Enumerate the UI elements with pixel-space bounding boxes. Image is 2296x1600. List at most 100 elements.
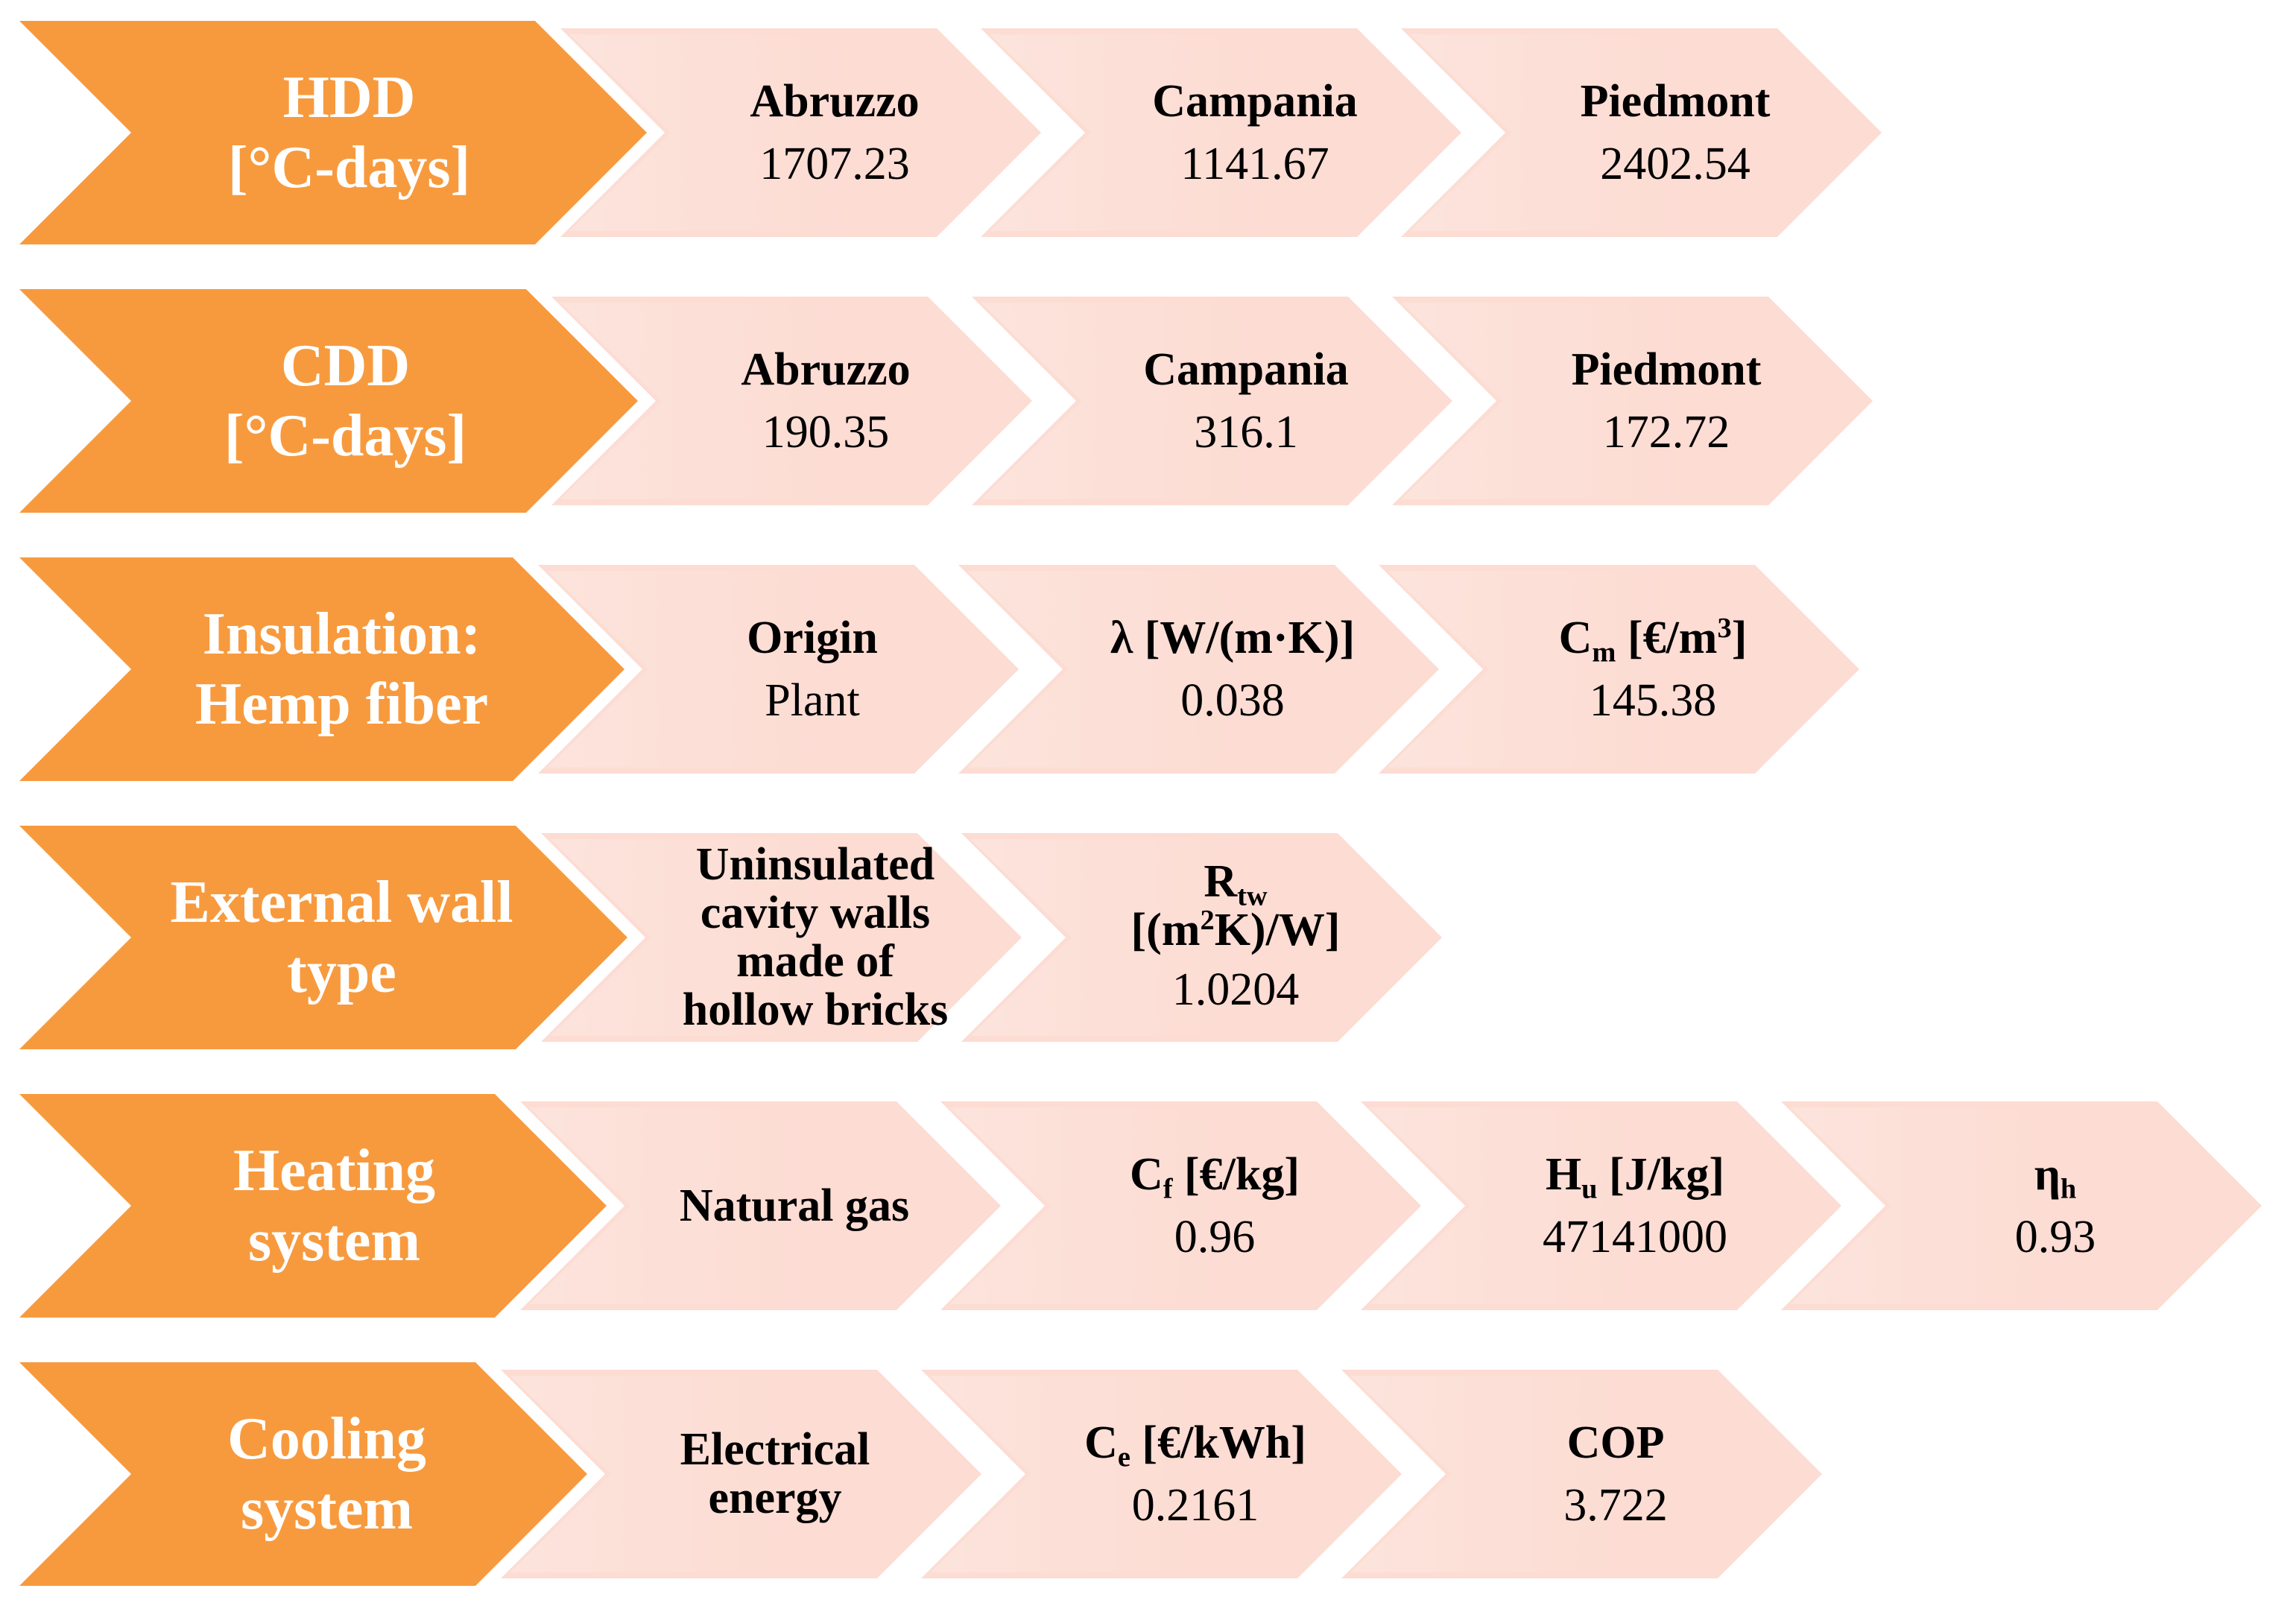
cell-value: 3.722 xyxy=(1563,1480,1668,1531)
main-label: Heating system xyxy=(19,1094,586,1318)
cell-abruzzo: Abruzzo 1707.23 xyxy=(626,28,1013,237)
cell-label: ηh xyxy=(2034,1147,2077,1205)
main-label-line: Cooling xyxy=(227,1405,426,1472)
cell-label: Ce [€/kWh] xyxy=(1084,1415,1306,1473)
main-label-line: system xyxy=(240,1476,414,1542)
cell-value: 145.38 xyxy=(1589,675,1717,726)
cell-label: Abruzzo xyxy=(750,75,920,127)
label-unit-end: ] xyxy=(1731,612,1748,663)
main-label: Insulation: Hemp fiber xyxy=(19,557,601,781)
cell-label: Campania xyxy=(1152,75,1358,127)
label-unit: [€/kg] xyxy=(1172,1148,1300,1200)
cell-value: 1141.67 xyxy=(1180,139,1329,189)
label-subscript: u xyxy=(1581,1173,1598,1205)
cell-value: 0.93 xyxy=(2014,1212,2096,1262)
row-external-wall: External wall type Uninsulated cavity wa… xyxy=(0,826,2296,1049)
row-cooling-system: Cooling system Electrical energy Ce [€/k… xyxy=(0,1362,2296,1586)
cell-label-line: hollow bricks xyxy=(682,984,949,1036)
cell-value: 190.35 xyxy=(762,407,890,458)
cell-campania: Campania 1141.67 xyxy=(1046,28,1434,237)
label-symbol: C xyxy=(1129,1148,1163,1200)
cell-value: 2402.54 xyxy=(1600,139,1751,189)
cell-label-line: made of xyxy=(736,936,894,987)
cell-label: Hu [J/kg] xyxy=(1545,1147,1725,1205)
cell-value: 47141000 xyxy=(1543,1212,1727,1262)
cell-energy-source: Electrical energy xyxy=(566,1370,954,1578)
label-subscript: e xyxy=(1117,1441,1130,1473)
cell-lambda: λ [W/(m·K)] 0.038 xyxy=(1024,565,1411,774)
cell-label-line: Electrical xyxy=(680,1423,870,1475)
cell-fuel: Natural gas xyxy=(586,1101,973,1310)
cell-campania: Campania 316.1 xyxy=(1037,297,1425,505)
main-label-line: CDD xyxy=(280,332,411,399)
cell-label: Campania xyxy=(1143,344,1349,395)
label-superscript: 3 xyxy=(1717,612,1732,644)
cell-heating-efficiency: ηh 0.93 xyxy=(1847,1101,2234,1310)
cell-electricity-cost: Ce [€/kWh] 0.2161 xyxy=(987,1370,1374,1578)
label-subscript: h xyxy=(2060,1173,2077,1205)
main-label-line: [°C-days] xyxy=(224,403,467,469)
cell-label: Piedmont xyxy=(1571,344,1762,395)
cell-piedmont: Piedmont 2402.54 xyxy=(1467,28,1854,237)
main-label-line: system xyxy=(247,1208,421,1274)
cell-piedmont: Piedmont 172.72 xyxy=(1458,297,1845,505)
label-subscript: tw xyxy=(1237,880,1268,912)
cell-label-line: Uninsulated xyxy=(695,838,935,890)
cell-value: 172.72 xyxy=(1602,407,1730,458)
cell-label: λ [W/(m·K)] xyxy=(1110,612,1356,663)
cell-abruzzo: Abruzzo 190.35 xyxy=(617,297,1005,505)
cell-label: Cf [€/kg] xyxy=(1129,1147,1300,1205)
main-label-line: HDD xyxy=(282,64,416,130)
cell-heating-value: Hu [J/kg] 47141000 xyxy=(1426,1101,1814,1310)
main-label: Cooling system xyxy=(19,1362,571,1586)
cell-thermal-resistance: Rtw [(m2K)/W] 1.0204 xyxy=(1027,833,1414,1042)
label-unit: [(m xyxy=(1130,904,1201,955)
cell-label: Natural gas xyxy=(679,1180,910,1231)
main-label-line: type xyxy=(287,940,396,1005)
row-hdd: HDD [°C-days] Abruzzo 1707.23 Campania 1… xyxy=(0,21,2296,244)
main-label-line: External wall xyxy=(170,869,513,935)
cell-origin: Origin Plant xyxy=(604,565,991,774)
main-label-line: Heating xyxy=(233,1137,436,1204)
cell-fuel-cost: Cf [€/kg] 0.96 xyxy=(1006,1101,1394,1310)
cell-label: Piedmont xyxy=(1580,75,1771,127)
cell-value: 0.038 xyxy=(1180,675,1285,726)
row-cdd: CDD [°C-days] Abruzzo 190.35 Campania 31… xyxy=(0,289,2296,513)
label-unit-end: K)/W] xyxy=(1214,904,1341,955)
cell-value: 316.1 xyxy=(1194,407,1298,458)
cell-label: Origin xyxy=(747,612,878,663)
label-symbol: H xyxy=(1545,1148,1582,1200)
row-insulation: Insulation: Hemp fiber Origin Plant λ [W… xyxy=(0,557,2296,781)
cell-value: 1707.23 xyxy=(759,139,910,189)
label-symbol: R xyxy=(1204,856,1238,907)
row-heating-system: Heating system Natural gas Cf [€/kg] 0.9… xyxy=(0,1094,2296,1318)
label-unit: [J/kg] xyxy=(1597,1148,1725,1200)
cell-cost-material: Cm [€/m3] 145.38 xyxy=(1444,565,1832,774)
label-superscript: 2 xyxy=(1200,904,1215,936)
label-unit: [€/kWh] xyxy=(1130,1417,1306,1468)
label-symbol: C xyxy=(1084,1417,1118,1468)
main-label: CDD [°C-days] xyxy=(19,289,608,513)
main-label: External wall type xyxy=(19,826,601,1049)
cell-label: Abruzzo xyxy=(741,344,911,395)
cell-wall-description: Uninsulated cavity walls made of hollow … xyxy=(607,833,994,1042)
main-label-line: Insulation: xyxy=(202,601,481,667)
cell-value: 0.96 xyxy=(1174,1212,1256,1262)
label-unit: [€/m xyxy=(1616,612,1718,663)
main-label-line: Hemp fiber xyxy=(195,671,489,737)
cell-value: Plant xyxy=(765,675,860,726)
cell-label: Rtw xyxy=(1204,856,1267,910)
label-symbol: η xyxy=(2034,1148,2061,1200)
cell-label-line: energy xyxy=(708,1473,842,1523)
main-label: HDD [°C-days] xyxy=(19,21,616,244)
cell-cop: COP 3.722 xyxy=(1407,1370,1794,1578)
label-symbol: C xyxy=(1558,612,1593,663)
cell-label: Cm [€/m3] xyxy=(1558,610,1748,668)
label-subscript: f xyxy=(1163,1173,1173,1205)
cell-value: 0.2161 xyxy=(1131,1480,1259,1531)
cell-value: 1.0204 xyxy=(1171,964,1300,1015)
cell-label-unit: [(m2K)/W] xyxy=(1130,904,1341,955)
cell-label-line: cavity walls xyxy=(700,887,931,938)
label-subscript: m xyxy=(1592,636,1616,668)
main-label-line: [°C-days] xyxy=(227,135,471,200)
